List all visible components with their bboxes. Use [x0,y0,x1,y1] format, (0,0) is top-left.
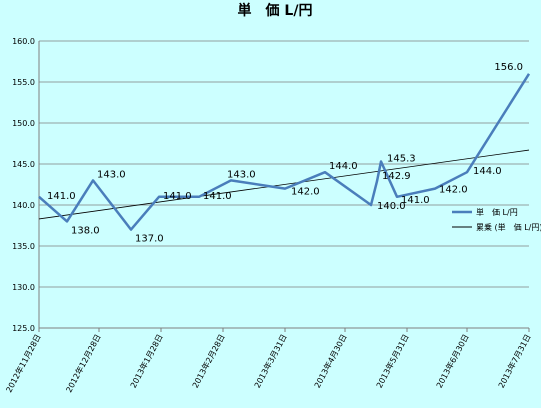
data-label: 141.0 [47,191,76,202]
data-label: 142.0 [439,185,468,196]
series-layer [38,73,531,231]
trendline [38,149,530,220]
data-label: 144.0 [473,166,502,177]
data-label: 141.0 [203,191,232,202]
data-label: 156.0 [494,62,523,73]
y-tick-label: 130.0 [12,283,35,292]
data-labels: 141.0 138.0 143.0 137.0 141.0 141.0 143.0 142.0… [47,62,523,245]
data-label: 141.0 [401,195,430,206]
x-tick-label: 2013年2月28日 [190,332,227,389]
x-tick-label: 2013年7月31日 [496,332,533,389]
data-label: 145.3 [387,154,416,165]
y-tick-label: 125.0 [12,324,35,333]
x-tick-label: 2013年3月31日 [252,332,289,389]
data-label: 141.0 [163,191,192,202]
legend-entry-series: 単 価 L/円 [476,207,518,217]
data-label: 142.0 [291,187,320,198]
data-label: 143.0 [97,169,126,180]
legend-entry-trendline: 累乗 (単 価 L/円) [476,222,541,232]
data-label: 142.9 [382,171,411,182]
x-tick-label: 2013年1月28日 [128,332,165,389]
trendline-layer [38,149,530,220]
y-tick-label: 135.0 [12,242,35,251]
y-tick-label: 140.0 [12,201,35,210]
x-tick-label: 2013年4月30日 [312,332,349,389]
data-label: 137.0 [135,234,164,245]
x-tick-label: 2013年5月31日 [374,332,411,389]
legend: 単 価 L/円 累乗 (単 価 L/円) [452,207,541,232]
y-tick-label: 155.0 [12,78,35,87]
x-tick-label: 2012年11月28日 [4,332,43,394]
data-label: 144.0 [329,161,358,172]
chart-title: 単 価 L/円 [238,2,313,19]
x-tick-label: 2012年12月28日 [64,332,103,394]
data-label: 143.0 [227,169,256,180]
y-tick-label: 145.0 [12,160,35,169]
y-tick-label: 160.0 [12,37,35,46]
x-tick-label: 2013年6月30日 [434,332,471,389]
y-tick-label: 150.0 [12,119,35,128]
series-line [38,73,531,231]
data-label: 138.0 [71,225,100,236]
data-label: 140.0 [377,201,406,212]
